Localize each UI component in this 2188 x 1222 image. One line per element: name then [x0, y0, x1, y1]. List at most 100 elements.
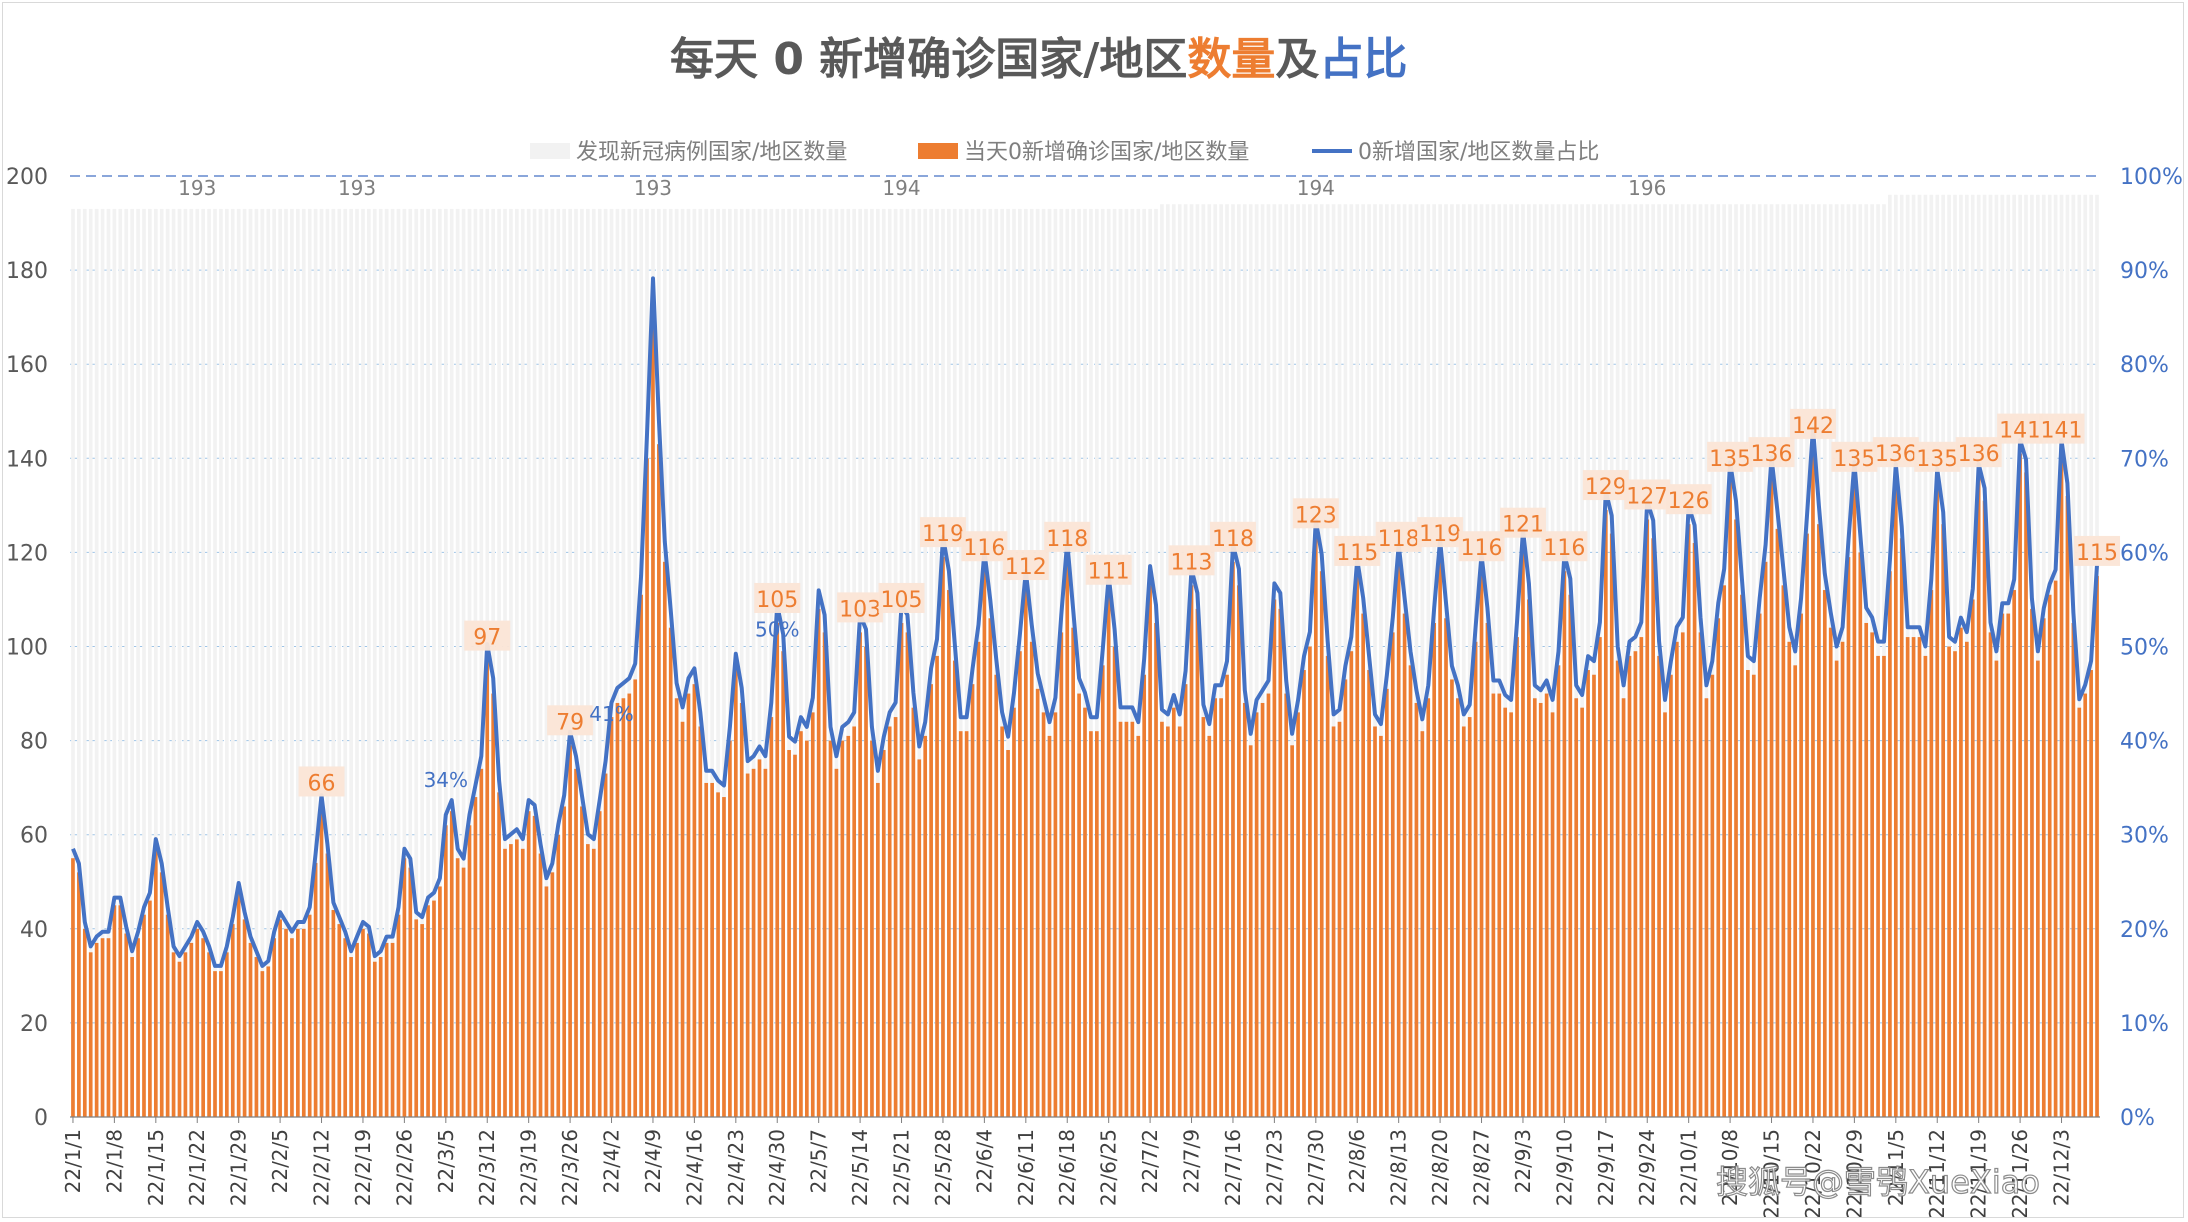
count-bar [195, 928, 200, 1117]
total-bar [331, 208, 336, 1117]
count-bar [988, 618, 993, 1117]
total-bar [574, 208, 578, 1117]
count-bar [1722, 585, 1727, 1117]
x-tick-label: 22/1/8 [102, 1129, 126, 1193]
count-bar [1408, 665, 1413, 1117]
y-left-tick-label: 40 [20, 918, 48, 943]
count-bar [2024, 472, 2028, 1117]
total-bar [106, 208, 111, 1117]
total-bar [290, 208, 294, 1117]
count-bar [858, 632, 862, 1117]
total-bar [562, 208, 567, 1117]
count-bar [680, 721, 685, 1117]
total-data-label: 196 [1628, 176, 1666, 200]
count-label-bg [754, 582, 801, 613]
total-bar [1331, 204, 1336, 1118]
count-bar [2006, 613, 2011, 1117]
count-bar [1000, 726, 1004, 1117]
count-bar [828, 740, 833, 1117]
total-bar [556, 208, 561, 1117]
total-bar [704, 208, 709, 1117]
x-tick-label: 22/4/2 [600, 1129, 624, 1193]
total-bar [881, 208, 886, 1117]
total-bar [1580, 204, 1584, 1118]
count-data-label: 135 [1916, 447, 1958, 472]
count-label-bg [1292, 498, 1339, 529]
count-bar [935, 655, 939, 1117]
count-label-bg [837, 592, 884, 623]
y-left-tick-label: 0 [34, 1106, 48, 1131]
count-bar [1284, 693, 1289, 1117]
count-bar [769, 717, 774, 1117]
count-bar [1811, 448, 1815, 1117]
total-bar [497, 208, 501, 1117]
count-bar [94, 942, 99, 1117]
ratio-data-label: 34% [424, 768, 468, 792]
count-data-label: 97 [473, 626, 501, 651]
total-bar [503, 208, 507, 1117]
x-tick-label: 22/2/5 [268, 1129, 292, 1193]
count-bar [1876, 655, 1880, 1117]
zero-case-country-bars [71, 307, 2099, 1118]
total-bar [260, 208, 265, 1117]
count-bar [615, 702, 620, 1117]
total-bar [887, 208, 892, 1117]
count-bar [781, 651, 785, 1117]
count-label-bg [1582, 470, 1629, 501]
count-bar [2036, 660, 2040, 1117]
count-bar [805, 740, 809, 1117]
total-bar [473, 208, 478, 1117]
count-bar [2000, 613, 2005, 1117]
count-bar [1189, 585, 1194, 1117]
count-label-bg [1914, 441, 1961, 472]
y-right-tick-label: 100% [2120, 165, 2183, 190]
total-bar [1083, 208, 1087, 1117]
count-bar [852, 726, 857, 1117]
count-bar [1456, 698, 1460, 1117]
total-bar [1053, 208, 1058, 1117]
y-left-tick-label: 180 [6, 259, 48, 284]
count-bar [414, 919, 419, 1117]
total-bar [876, 208, 880, 1117]
total-bar [2083, 194, 2088, 1117]
total-data-label: 193 [338, 176, 376, 200]
count-bar [1917, 637, 1922, 1117]
count-bar [325, 853, 330, 1117]
total-bar [828, 208, 833, 1117]
count-bar [1379, 735, 1383, 1117]
count-bar [1426, 698, 1431, 1117]
count-label-bg [1044, 521, 1091, 552]
count-label-bg [547, 705, 594, 736]
x-tick-label: 22/3/12 [475, 1129, 499, 1206]
count-bar [1302, 670, 1306, 1117]
x-tick-label: 22/8/6 [1345, 1129, 1369, 1193]
count-bar [905, 632, 910, 1117]
count-bar [668, 627, 673, 1117]
count-bar [1947, 646, 1951, 1117]
count-bar [550, 872, 555, 1117]
count-bar [1225, 674, 1229, 1117]
total-bar [1290, 204, 1294, 1118]
total-bar [728, 208, 732, 1117]
total-bar [1130, 208, 1135, 1117]
total-bar [1420, 204, 1425, 1118]
count-bar [124, 933, 129, 1117]
x-tick-label: 22/5/28 [931, 1129, 955, 1206]
count-data-label: 119 [1419, 522, 1461, 547]
x-tick-label: 22/9/24 [1635, 1129, 1659, 1206]
count-bar [876, 782, 880, 1117]
count-bar [686, 693, 691, 1117]
count-bar [1343, 679, 1348, 1117]
count-bar [810, 712, 815, 1117]
total-bar [603, 208, 608, 1117]
count-bar [1373, 726, 1377, 1117]
count-bar [1663, 712, 1667, 1117]
total-bar [272, 208, 277, 1117]
count-bar [1556, 665, 1561, 1117]
count-bar [1195, 608, 1200, 1117]
count-data-label: 113 [1171, 550, 1213, 575]
total-bar [207, 208, 211, 1117]
total-bar [443, 208, 448, 1117]
total-bar [793, 208, 797, 1117]
count-bar [775, 622, 780, 1117]
